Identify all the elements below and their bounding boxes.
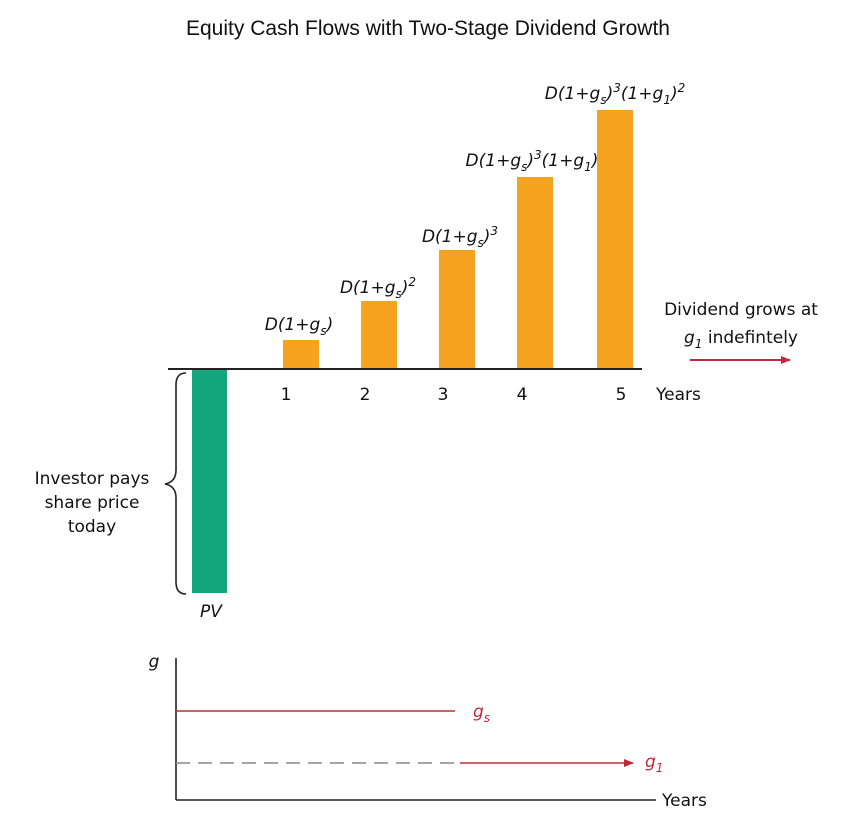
dividend-bar-year-5 [597,110,633,369]
bar-label-year-4: D(1+gs)3(1+g1) [466,148,599,174]
bar-label-year-2: D(1+gs)2 [340,275,416,301]
year-label-3: 3 [438,385,449,405]
year-label-4: 4 [517,385,528,405]
investor-brace [164,372,187,595]
gs-label: gs [473,702,490,725]
cash-flow-chart: 1 2 3 4 5 Years D(1+gs) D(1+gs)2 D(1+gs)… [35,81,819,622]
bar-label-year-5: D(1+gs)3(1+g1)2 [545,81,686,107]
investor-note-line-2: share price [45,493,140,513]
bar-label-year-3: D(1+gs)3 [422,224,498,250]
pv-label: PV [200,602,223,622]
growth-y-axis-label: g [149,652,160,672]
dividend-bar-year-3 [439,250,475,369]
growth-note-line-2: g1 indefintely [684,328,798,351]
bar-label-year-1: D(1+gs) [265,315,333,338]
pv-bar [192,370,227,593]
year-label-2: 2 [360,385,371,405]
year-label-5: 5 [616,385,627,405]
growth-x-axis-label: Years [661,791,707,811]
investor-note-line-3: today [68,517,116,537]
dividend-bar-year-4 [517,177,553,369]
years-axis-label: Years [655,385,701,405]
dividend-bar-year-2 [361,301,397,369]
growth-rate-chart: g Years gs g1 [149,652,707,811]
growth-note-line-1: Dividend grows at [664,300,818,320]
investor-note-line-1: Investor pays [35,469,150,489]
g1-label: g1 [645,752,663,775]
year-label-1: 1 [281,385,292,405]
diagram-title: Equity Cash Flows with Two-Stage Dividen… [186,17,670,40]
dividend-bar-year-1 [283,340,319,369]
